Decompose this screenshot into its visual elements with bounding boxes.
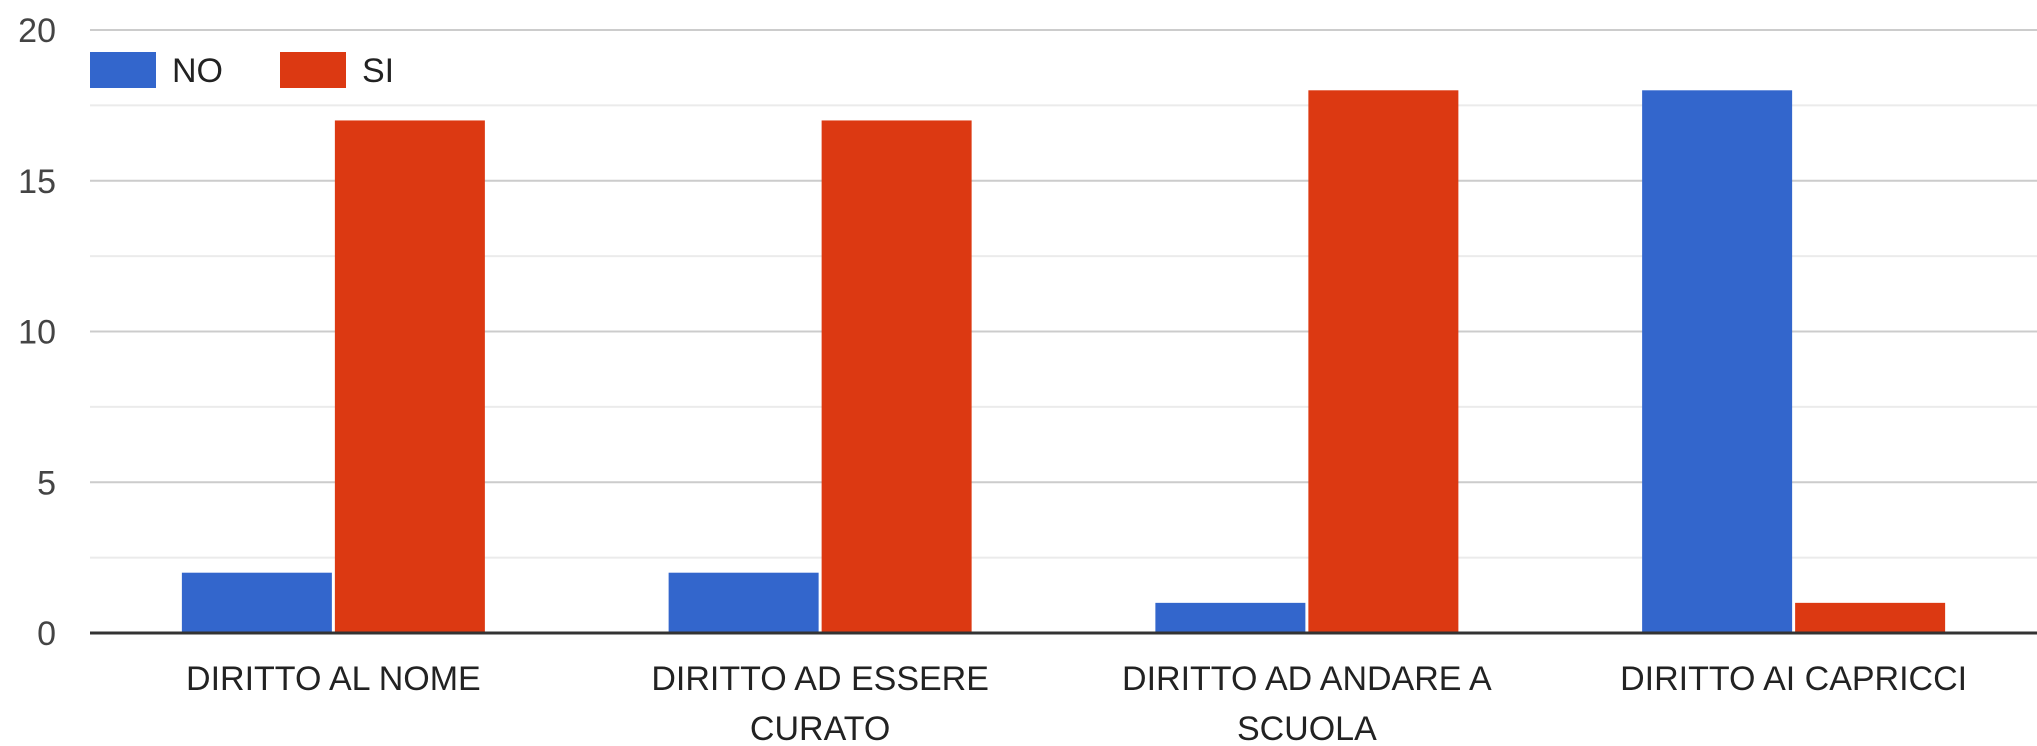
y-tick-label: 5 (37, 464, 56, 502)
x-category-label-line: DIRITTO AI CAPRICCI (1620, 660, 1967, 698)
x-category-label-line: CURATO (750, 710, 890, 746)
bar-no-3 (1155, 602, 1306, 633)
legend-swatch-no (90, 52, 156, 88)
x-category-label-line: DIRITTO AL NOME (186, 660, 481, 698)
x-category-label-line: DIRITTO AD ESSERE (651, 660, 989, 698)
y-tick-label: 0 (37, 615, 56, 653)
legend: NO SI (90, 52, 394, 90)
x-axis-labels: DIRITTO AL NOME DIRITTO AD ESSERE CURATODI… (186, 660, 1967, 746)
bar-si-4 (1795, 602, 1946, 633)
y-tick-label: 10 (18, 314, 56, 352)
legend-swatch-si (280, 52, 346, 88)
bar-si-1 (334, 120, 485, 633)
bar-no-4 (1642, 90, 1793, 634)
y-tick-label: 20 (18, 12, 56, 50)
x-category-label-line: SCUOLA (1237, 710, 1377, 746)
x-category-label: DIRITTO AD ESSERE CURATO (651, 660, 989, 746)
y-tick-label: 15 (18, 163, 56, 201)
bar-si-3 (1308, 90, 1459, 634)
bar-no-1 (181, 572, 332, 633)
y-axis-ticks: 0 5 10 15 20 (18, 12, 56, 653)
bars (181, 90, 1946, 634)
x-category-label: DIRITTO AD ANDARE A SCUOLA (1122, 660, 1492, 746)
bar-si-2 (821, 120, 972, 633)
x-category-label: DIRITTO AL NOME (186, 660, 481, 698)
legend-label-si: SI (362, 52, 394, 90)
x-category-label: DIRITTO AI CAPRICCI (1620, 660, 1967, 698)
bar-no-2 (668, 572, 819, 633)
legend-label-no: NO (172, 52, 223, 90)
x-category-label-line: DIRITTO AD ANDARE A (1122, 660, 1492, 698)
